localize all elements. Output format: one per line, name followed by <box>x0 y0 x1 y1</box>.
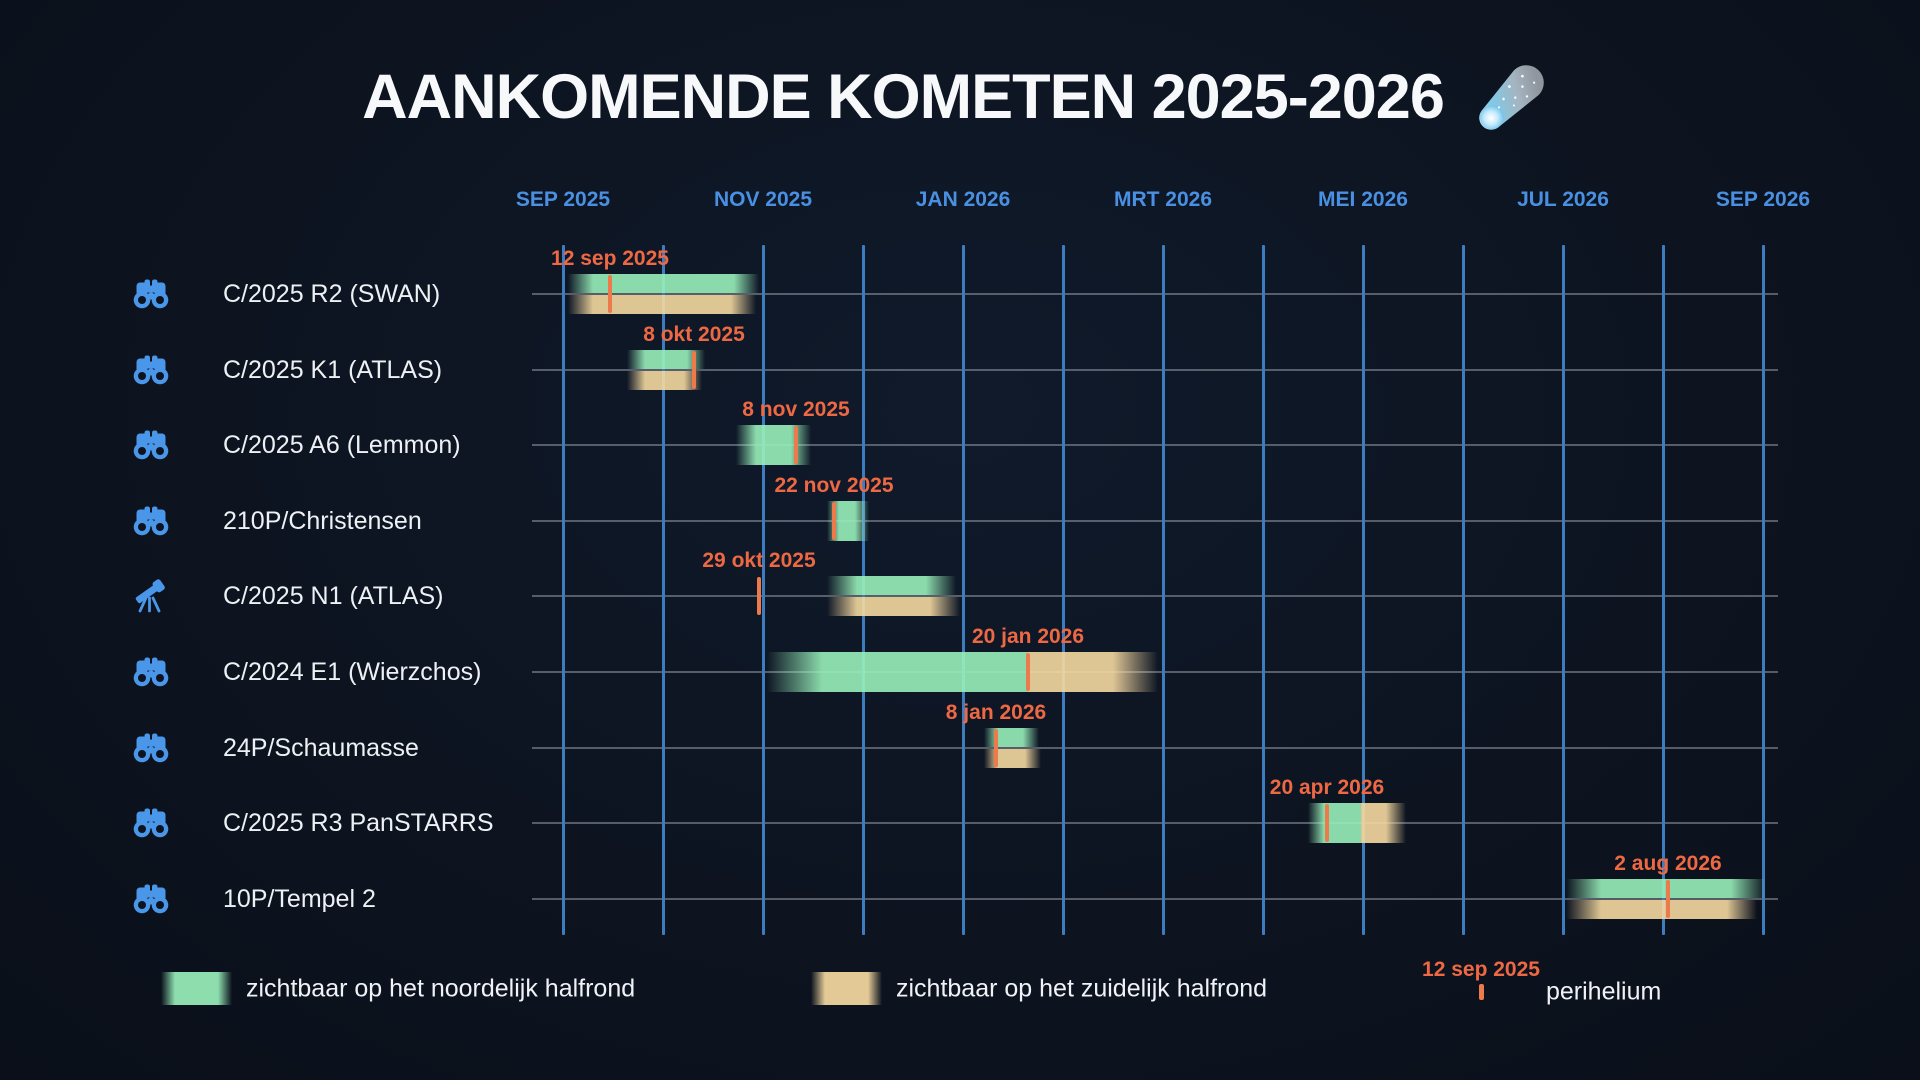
gridline <box>761 245 765 935</box>
legend-perihelion-tick <box>1479 984 1484 1000</box>
axis-month-label: MEI 2026 <box>1318 188 1408 211</box>
header: AANKOMENDE KOMETEN 2025-2026 <box>0 52 1920 142</box>
row-line <box>532 444 1778 447</box>
axis-month-label: SEP 2026 <box>1715 188 1811 211</box>
row-line <box>532 897 1778 900</box>
legend-label-south: zichtbaar op het zuidelijk halfrond <box>896 974 1268 1003</box>
gridline <box>961 245 965 935</box>
visibility-bar <box>568 274 759 293</box>
visibility-bar <box>827 576 956 596</box>
row-line <box>532 746 1778 749</box>
comet-name: C/2025 R2 (SWAN) <box>223 280 441 308</box>
legend-label-north: zichtbaar op het noordelijk halfrond <box>246 974 636 1003</box>
visibility-bar <box>736 425 811 466</box>
binoculars-icon <box>133 505 169 536</box>
perihelion-tick <box>831 501 837 540</box>
perihelion-tick <box>607 275 613 313</box>
binoculars-icon <box>133 279 169 310</box>
visibility-bar <box>627 370 702 390</box>
binoculars-icon <box>133 883 169 914</box>
gridline <box>1061 245 1065 935</box>
gridline <box>661 245 665 935</box>
visibility-bar <box>1361 803 1406 844</box>
axis-month-label: SEP 2025 <box>515 188 611 211</box>
perihelion-tick <box>756 577 762 616</box>
perihelion-date-label: 29 okt 2025 <box>702 549 816 573</box>
comet-name: C/2025 A6 (Lemmon) <box>223 431 461 460</box>
comet-name: C/2025 R3 PanSTARRS <box>223 809 494 838</box>
perihelion-date-label: 20 apr 2026 <box>1269 776 1385 800</box>
row-line <box>532 595 1778 598</box>
perihelion-tick <box>1025 653 1031 691</box>
telescope-icon <box>133 579 169 613</box>
visibility-bar <box>984 748 1041 768</box>
row-line <box>532 293 1778 295</box>
gridline <box>1661 245 1665 935</box>
perihelion-date-label: 20 jan 2026 <box>971 625 1085 648</box>
perihelion-tick <box>1324 804 1330 843</box>
row-line <box>532 822 1778 825</box>
perihelion-date-label: 2 aug 2026 <box>1614 851 1722 875</box>
comet-name: 24P/Schaumasse <box>223 733 419 762</box>
gridline <box>1361 245 1365 935</box>
perihelion-date-label: 12 sep 2025 <box>551 247 669 270</box>
legend-swatch-south <box>811 972 882 1005</box>
gridline <box>1261 245 1265 935</box>
perihelion-date-label: 8 nov 2025 <box>742 398 850 422</box>
axis-month-label: JAN 2026 <box>915 188 1011 211</box>
visibility-bar <box>1308 803 1361 844</box>
gridline <box>1461 245 1465 935</box>
legend-swatch-north <box>161 972 232 1005</box>
perihelion-date-label: 8 jan 2026 <box>945 700 1047 724</box>
binoculars-icon <box>133 430 169 461</box>
perihelion-date-label: 8 okt 2025 <box>643 322 745 346</box>
comet-name: C/2025 K1 (ATLAS) <box>223 355 443 384</box>
gridline <box>1761 245 1765 935</box>
page-title: AANKOMENDE KOMETEN 2025-2026 <box>362 62 1445 132</box>
binoculars-icon <box>133 808 169 839</box>
visibility-bar <box>568 295 756 314</box>
binoculars-icon <box>133 732 169 763</box>
comet-name: C/2025 N1 (ATLAS) <box>223 582 444 611</box>
legend-label-perihelion: perihelium <box>1546 977 1662 1006</box>
visibility-bar <box>627 349 705 369</box>
axis-month-label: MRT 2026 <box>1113 188 1213 211</box>
perihelion-date-label: 22 nov 2025 <box>774 473 894 497</box>
perihelion-tick <box>793 426 799 465</box>
visibility-bar <box>1028 652 1158 692</box>
comet-name: 210P/Christensen <box>223 506 422 535</box>
comet-name: 10P/Tempel 2 <box>223 884 376 913</box>
axis-month-label: NOV 2025 <box>713 188 813 211</box>
legend-perihelion-date: 12 sep 2025 <box>1422 958 1540 981</box>
perihelion-tick <box>1665 879 1671 918</box>
axis-month-label: JUL 2026 <box>1517 188 1609 211</box>
row-line <box>532 368 1778 371</box>
row-line <box>532 519 1778 522</box>
comet-name: C/2024 E1 (Wierzchos) <box>223 658 482 686</box>
comet-icon <box>1466 51 1558 143</box>
gridline <box>1561 245 1565 935</box>
binoculars-icon <box>133 657 169 688</box>
visibility-bar <box>984 727 1039 747</box>
visibility-bar <box>827 597 960 617</box>
gridline <box>561 245 565 935</box>
visibility-bar <box>767 652 1028 692</box>
gridline <box>1161 245 1165 935</box>
visibility-bar <box>1566 899 1757 919</box>
binoculars-icon <box>133 354 169 385</box>
perihelion-tick <box>691 350 697 389</box>
perihelion-tick <box>993 728 999 767</box>
